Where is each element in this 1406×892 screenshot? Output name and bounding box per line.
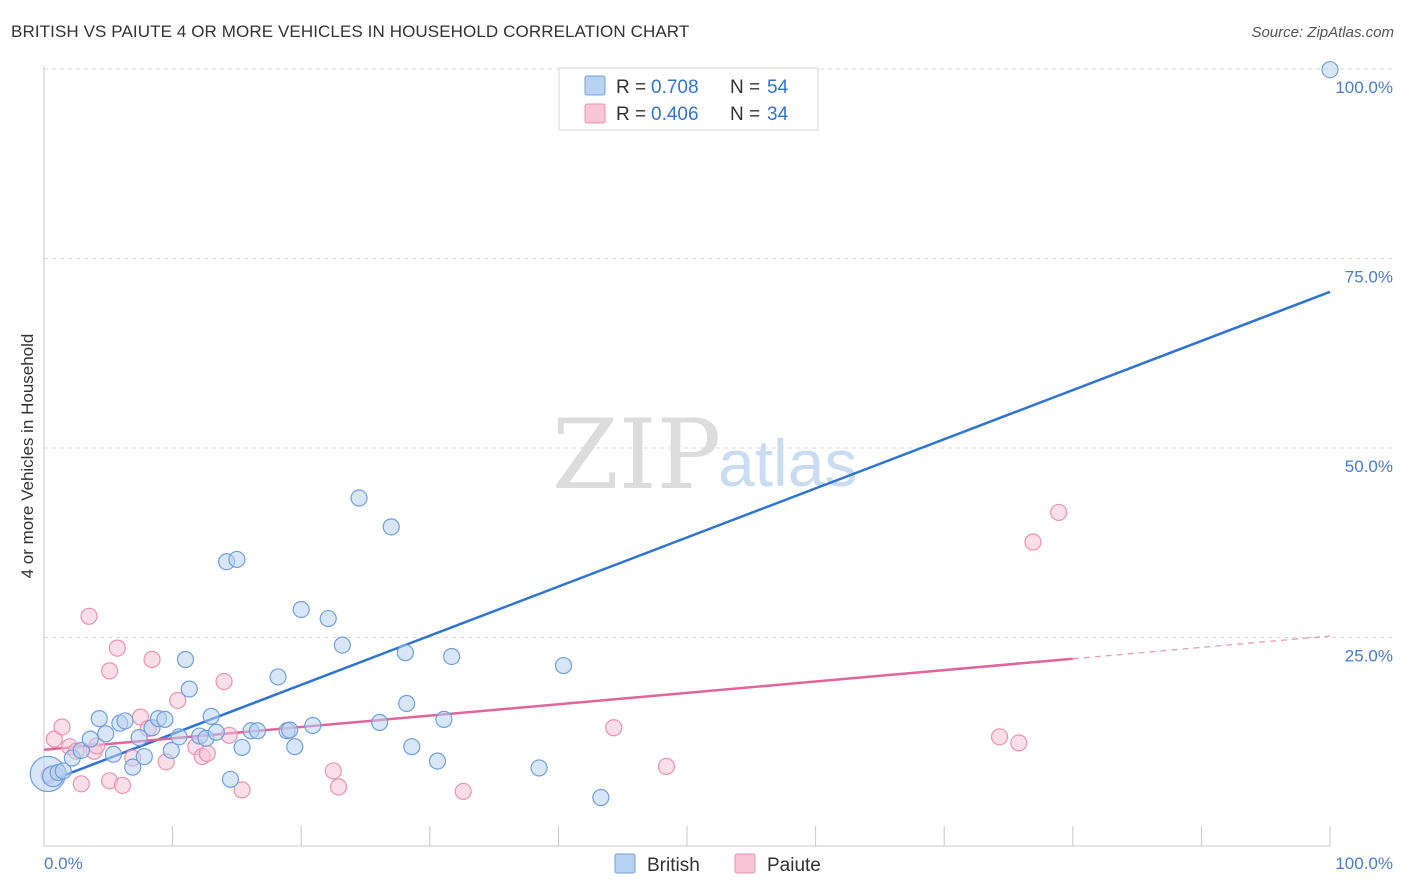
series-legend-label-british[interactable]: British [647, 855, 700, 876]
british-point [130, 728, 148, 747]
british-point [81, 730, 99, 748]
paiute-point [329, 778, 348, 796]
legend-r-value-british: 0.708 [651, 77, 699, 98]
grid-lines [44, 68, 1395, 639]
british-point [170, 728, 188, 746]
x-tick-label-max: 100.0% [1335, 854, 1393, 873]
british-point [1321, 61, 1339, 79]
british-point [304, 716, 322, 735]
british-point [202, 707, 220, 725]
british-point [124, 758, 142, 776]
paiute-point [108, 639, 126, 657]
y-tick-labels: 25.0% 50.0% 75.0% 100.0% [1335, 78, 1393, 666]
paiute-point [72, 775, 90, 793]
paiute-point [605, 719, 623, 737]
paiute-point [990, 728, 1009, 746]
y-tick-label: 25.0% [1345, 647, 1393, 666]
series-legend-swatch-british[interactable] [614, 853, 636, 874]
british-point [104, 745, 123, 763]
watermark: ZIP atlas [552, 399, 857, 511]
british-point [286, 738, 304, 756]
british-point [116, 712, 134, 730]
data-points [29, 61, 1339, 807]
legend-n-label-british: N = [730, 77, 760, 98]
stats-legend: R = 0.708 N = 54 R = 0.406 N = 34 [558, 67, 819, 131]
legend-n-label-paiute: N = [730, 104, 760, 125]
paiute-point [198, 744, 216, 763]
series-legend: British Paiute [614, 853, 821, 876]
paiute-point [143, 650, 161, 669]
paiute-point [233, 781, 251, 799]
british-trend-line [43, 290, 1331, 785]
british-point [443, 647, 461, 666]
legend-swatch-british [584, 75, 606, 96]
x-tick-labels: 0.0% 100.0% [44, 854, 1393, 873]
paiute-point [454, 782, 472, 801]
british-point [292, 600, 310, 619]
chart-source: Source: ZipAtlas.com [1251, 24, 1394, 41]
paiute-point [1010, 734, 1028, 752]
british-point [403, 738, 421, 756]
paiute-point [324, 762, 342, 780]
british-point [176, 650, 195, 669]
legend-r-label-british: R = [616, 77, 646, 98]
paiute-trend-line-extension [1072, 635, 1331, 660]
paiute-point [1050, 503, 1068, 522]
paiute-point [169, 691, 187, 710]
british-point [156, 710, 174, 728]
british-point [396, 644, 414, 662]
chart-title: BRITISH VS PAIUTE 4 OR MORE VEHICLES IN … [11, 22, 690, 41]
british-point [90, 710, 108, 728]
british-point [435, 710, 453, 728]
british-point [371, 713, 389, 732]
paiute-point [53, 718, 71, 736]
british-point [269, 668, 287, 686]
paiute-point [45, 730, 63, 748]
british-point [281, 721, 299, 739]
watermark-atlas: atlas [718, 426, 857, 500]
legend-swatch-paiute [584, 103, 606, 124]
axes [43, 66, 1331, 847]
british-point [135, 747, 153, 766]
legend-n-value-paiute: 34 [767, 104, 789, 125]
british-point [350, 489, 368, 507]
british-point [54, 762, 72, 780]
british-point [382, 518, 400, 536]
british-point [228, 550, 246, 569]
series-legend-swatch-paiute[interactable] [734, 853, 756, 874]
watermark-zip: ZIP [552, 399, 721, 511]
british-point [207, 723, 225, 741]
british-point [398, 694, 416, 713]
british-point [333, 636, 351, 654]
british-point [554, 656, 573, 675]
paiute-point [215, 672, 233, 691]
paiute-point [80, 607, 98, 625]
british-point [248, 722, 267, 740]
british-point [97, 725, 115, 743]
british-point [162, 741, 180, 760]
british-point [221, 770, 240, 788]
british-point [319, 609, 337, 628]
paiute-point [657, 757, 676, 776]
y-tick-label: 75.0% [1345, 267, 1393, 286]
british-point [72, 741, 90, 760]
british-point [530, 759, 548, 777]
x-tick-label-min: 0.0% [44, 854, 83, 873]
paiute-point [100, 662, 119, 680]
y-tick-label: 100.0% [1335, 78, 1393, 97]
british-point [180, 680, 198, 698]
british-point [428, 752, 447, 770]
y-tick-label: 50.0% [1345, 457, 1393, 476]
british-point [592, 788, 610, 807]
british-point [233, 738, 251, 757]
legend-r-label-paiute: R = [616, 104, 646, 125]
legend-n-value-british: 54 [767, 77, 789, 98]
series-legend-label-paiute[interactable]: Paiute [767, 855, 821, 876]
paiute-point [113, 776, 132, 794]
trend-lines [43, 290, 1331, 785]
paiute-point [1024, 533, 1042, 551]
legend-r-value-paiute: 0.406 [651, 104, 699, 125]
